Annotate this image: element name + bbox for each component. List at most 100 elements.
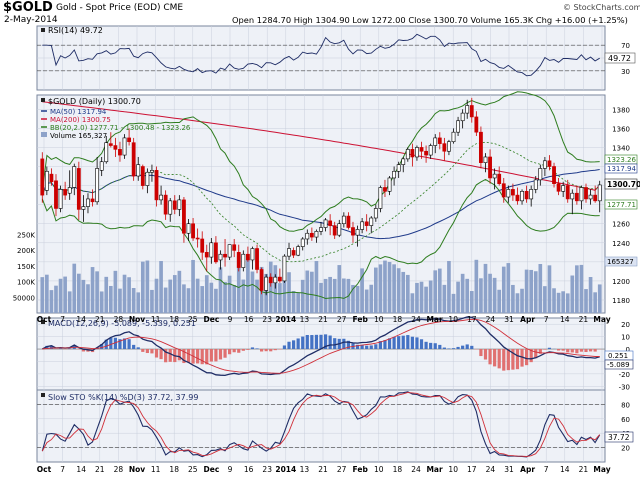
bb-middle-line	[41, 141, 600, 263]
price-candle	[58, 189, 63, 209]
macd-histogram-bar	[287, 341, 291, 350]
price-candle	[360, 221, 365, 230]
price-candle	[488, 156, 492, 179]
price-candle	[433, 137, 438, 146]
volume-bar	[405, 274, 410, 313]
x-tick-label: 17	[467, 315, 477, 324]
price-candle	[419, 147, 424, 152]
svg-text:1323.26: 1323.26	[607, 156, 636, 164]
volume-bar	[186, 288, 191, 313]
rsi-line	[42, 33, 600, 77]
price-candle	[497, 173, 502, 184]
macd-histogram-bar	[177, 349, 181, 361]
volume-bar	[419, 281, 424, 313]
price-candle	[159, 194, 163, 201]
volume-bar	[54, 285, 58, 313]
volume-bar	[538, 263, 543, 313]
volume-bar	[383, 260, 387, 313]
price-candle	[113, 145, 118, 150]
macd-histogram-bar	[141, 349, 145, 352]
macd-histogram-bar	[447, 348, 451, 350]
macd-histogram-bar	[515, 349, 520, 370]
volume-bar	[323, 278, 328, 313]
x-tick-label: 2014	[275, 465, 296, 474]
macd-histogram-bar	[209, 349, 213, 362]
x-tick-label: 18	[393, 465, 403, 474]
price-candle	[524, 191, 529, 200]
sto-legend-swatch	[41, 393, 45, 397]
volume-tick-label: 250K	[17, 231, 35, 239]
volume-bar	[433, 270, 438, 313]
price-candle	[76, 168, 81, 210]
macd-histogram-bar	[118, 339, 122, 350]
price-candle	[501, 183, 506, 198]
macd-histogram-bar	[502, 349, 506, 371]
x-tick-label: Mar	[426, 315, 443, 324]
volume-bar	[497, 289, 502, 313]
price-candle	[373, 208, 378, 219]
volume-bar	[227, 275, 232, 313]
x-tick-label: 24	[486, 465, 496, 474]
price-candle	[588, 194, 593, 200]
macd-histogram-bar	[260, 349, 264, 352]
price-candle	[597, 184, 602, 202]
macd-histogram-bar	[186, 349, 191, 363]
x-tick-label: May	[593, 315, 610, 324]
y-tick-label: 70	[621, 42, 630, 50]
macd-histogram-bar	[241, 349, 245, 351]
macd-histogram-bar	[465, 344, 469, 350]
sto-panel	[36, 389, 606, 463]
volume-bar	[447, 260, 451, 313]
indicator-lines	[41, 33, 601, 458]
price-candle	[337, 223, 342, 236]
volume-bar	[543, 286, 547, 313]
volume-bar	[305, 270, 310, 313]
x-tick-label: 31	[504, 315, 514, 324]
price-candle	[287, 248, 291, 257]
volume-bar	[104, 276, 109, 313]
symbol-title: $GOLD	[3, 0, 53, 15]
volume-bar	[364, 289, 369, 313]
volume-bar	[182, 284, 186, 313]
macd-histogram-bar	[154, 349, 159, 358]
price-candle	[172, 200, 177, 210]
price-candle	[415, 147, 419, 158]
price-candle	[127, 137, 131, 143]
macd-histogram-bar	[196, 349, 200, 364]
price-candle	[593, 194, 598, 202]
volume-tick-label: 150K	[17, 263, 35, 271]
price-candle	[204, 252, 209, 258]
y-tick-label: 1200	[612, 278, 630, 286]
sto-legend: Slow STO %K(14) %D(3) 37.72, 37.99	[48, 393, 198, 402]
ma50-legend: MA(50) 1317.94	[50, 108, 107, 116]
x-tick-label: 10	[448, 465, 458, 474]
volume-bar	[177, 270, 182, 313]
price-candle	[511, 189, 515, 196]
price-candle	[95, 168, 100, 203]
volume-bar	[328, 276, 332, 313]
price-candle	[469, 105, 474, 118]
volume-bar	[360, 268, 364, 313]
x-tick-label: 11	[151, 315, 161, 324]
volume-bar	[442, 284, 447, 313]
volume-bar	[332, 278, 337, 313]
chart-date: 2-May-2014	[4, 15, 58, 25]
macd-histogram-bar	[461, 345, 465, 350]
macd-histogram-bar	[342, 338, 346, 350]
volume-bar	[597, 284, 602, 313]
price-candle	[447, 141, 451, 152]
y-tick-label: 10	[621, 334, 630, 342]
volume-bar	[95, 271, 99, 313]
rsi-last-label: 49.72	[604, 52, 636, 64]
macd-histogram-bar	[323, 334, 328, 350]
y-tick-label: 30	[621, 68, 630, 76]
volume-bar	[236, 255, 241, 313]
x-tick-label: 7	[544, 315, 549, 324]
macd-histogram-bar	[470, 345, 474, 350]
macd-histogram-bar	[214, 349, 218, 362]
price-candle	[195, 237, 200, 240]
price-candle	[81, 206, 86, 210]
x-tick-label: Nov	[129, 465, 145, 474]
macd-histogram-bar	[493, 349, 497, 367]
volume-bar	[300, 279, 305, 313]
